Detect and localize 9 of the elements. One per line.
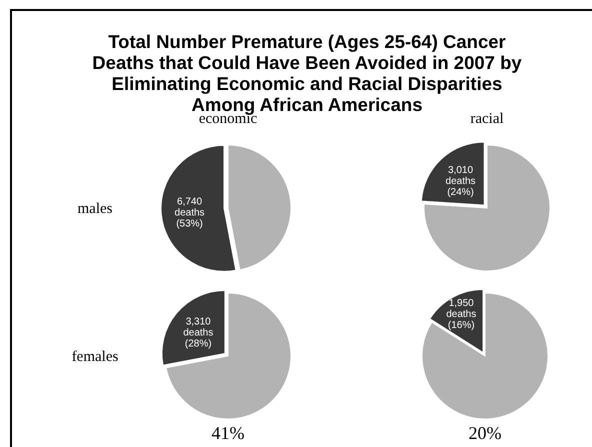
text: 20% (468, 423, 502, 443)
data-label: 3,310 deaths (28%) (183, 316, 214, 350)
text: females (72, 349, 118, 365)
data-label: 6,740 deaths (53%) (174, 196, 205, 230)
text: males (78, 201, 113, 217)
chart-subtitle: racial (470, 111, 504, 127)
data-label: 3,010 deaths (24%) (446, 164, 476, 198)
data-label: 1,950 deaths (16%) (446, 298, 476, 331)
text: 41% (212, 423, 244, 443)
